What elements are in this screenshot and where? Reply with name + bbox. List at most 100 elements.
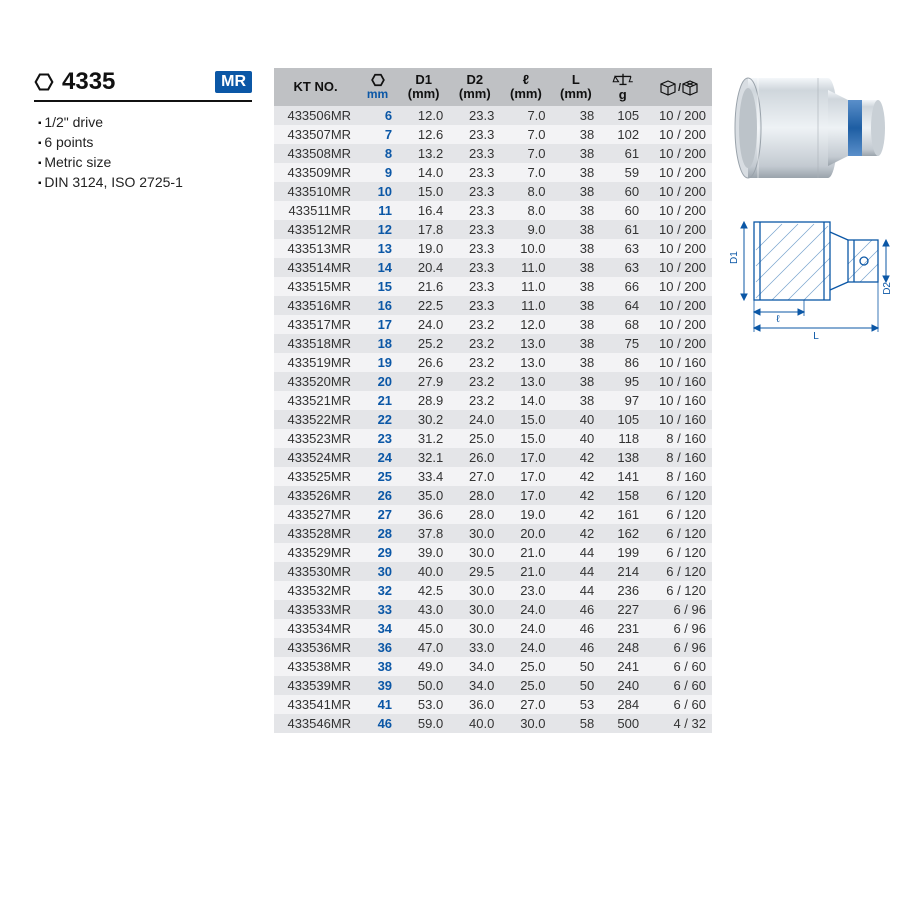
dim-label-l: ℓ [776, 314, 780, 325]
cell-mm: 12 [357, 220, 398, 239]
product-title-row: 4335 MR [34, 68, 252, 102]
cell-l1: 17.0 [500, 448, 551, 467]
cell-g: 86 [600, 353, 645, 372]
spec-list: 1/2" drive6 pointsMetric sizeDIN 3124, I… [34, 112, 252, 192]
cell-g: 61 [600, 144, 645, 163]
cell-l2: 38 [552, 277, 601, 296]
cell-d2: 30.0 [449, 543, 500, 562]
cell-pack: 10 / 200 [645, 144, 712, 163]
cell-l1: 25.0 [500, 657, 551, 676]
cell-d1: 20.4 [398, 258, 449, 277]
dim-label-d2: D2 [882, 282, 890, 295]
cell-kt: 433518MR [274, 334, 357, 353]
cell-kt: 433522MR [274, 410, 357, 429]
cell-l2: 46 [552, 619, 601, 638]
cell-kt: 433520MR [274, 372, 357, 391]
cell-g: 241 [600, 657, 645, 676]
cell-mm: 11 [357, 201, 398, 220]
table-row: 433526MR2635.028.017.0421586 / 120 [274, 486, 712, 505]
cell-mm: 16 [357, 296, 398, 315]
cell-d2: 23.2 [449, 334, 500, 353]
cell-kt: 433527MR [274, 505, 357, 524]
cell-pack: 6 / 120 [645, 543, 712, 562]
col-kt: KT NO. [274, 68, 357, 106]
cell-d2: 34.0 [449, 676, 500, 695]
spec-item: 1/2" drive [34, 112, 252, 132]
table-row: 433523MR2331.225.015.0401188 / 160 [274, 429, 712, 448]
cell-mm: 29 [357, 543, 398, 562]
col-g: g [600, 68, 645, 106]
cell-pack: 10 / 200 [645, 220, 712, 239]
cell-l2: 46 [552, 600, 601, 619]
cell-d1: 14.0 [398, 163, 449, 182]
cell-l1: 13.0 [500, 334, 551, 353]
cell-kt: 433525MR [274, 467, 357, 486]
cell-g: 161 [600, 505, 645, 524]
cell-kt: 433509MR [274, 163, 357, 182]
cell-l2: 42 [552, 467, 601, 486]
cell-kt: 433526MR [274, 486, 357, 505]
dim-label-L: L [813, 331, 819, 342]
cell-d2: 23.3 [449, 163, 500, 182]
cell-g: 63 [600, 239, 645, 258]
cell-pack: 6 / 96 [645, 600, 712, 619]
cell-l2: 38 [552, 353, 601, 372]
cell-l2: 50 [552, 676, 601, 695]
cell-kt: 433524MR [274, 448, 357, 467]
svg-text:/: / [678, 82, 681, 94]
cell-g: 61 [600, 220, 645, 239]
table-row: 433513MR1319.023.310.0386310 / 200 [274, 239, 712, 258]
cell-l1: 21.0 [500, 543, 551, 562]
cell-d1: 16.4 [398, 201, 449, 220]
cell-mm: 25 [357, 467, 398, 486]
cell-d2: 28.0 [449, 486, 500, 505]
cell-d2: 23.2 [449, 353, 500, 372]
cell-d2: 33.0 [449, 638, 500, 657]
table-row: 433510MR1015.023.38.0386010 / 200 [274, 182, 712, 201]
cell-l1: 25.0 [500, 676, 551, 695]
cell-g: 59 [600, 163, 645, 182]
cell-pack: 6 / 120 [645, 486, 712, 505]
cell-d2: 27.0 [449, 467, 500, 486]
cell-d1: 35.0 [398, 486, 449, 505]
cell-mm: 32 [357, 581, 398, 600]
cell-pack: 6 / 60 [645, 657, 712, 676]
cell-l2: 38 [552, 163, 601, 182]
cell-l1: 23.0 [500, 581, 551, 600]
cell-kt: 433530MR [274, 562, 357, 581]
dimension-diagram: D1 D2 ℓ L [730, 204, 890, 344]
cell-l1: 8.0 [500, 201, 551, 220]
cell-d2: 34.0 [449, 657, 500, 676]
cell-d1: 26.6 [398, 353, 449, 372]
cell-kt: 433513MR [274, 239, 357, 258]
cell-g: 138 [600, 448, 645, 467]
cell-d2: 30.0 [449, 581, 500, 600]
cell-d2: 23.3 [449, 144, 500, 163]
cell-kt: 433533MR [274, 600, 357, 619]
cell-kt: 433515MR [274, 277, 357, 296]
cell-d2: 23.3 [449, 296, 500, 315]
table-row: 433516MR1622.523.311.0386410 / 200 [274, 296, 712, 315]
table-row: 433522MR2230.224.015.04010510 / 160 [274, 410, 712, 429]
cell-d1: 59.0 [398, 714, 449, 733]
table-row: 433519MR1926.623.213.0388610 / 160 [274, 353, 712, 372]
cell-d1: 43.0 [398, 600, 449, 619]
cell-d1: 33.4 [398, 467, 449, 486]
cell-g: 199 [600, 543, 645, 562]
cell-mm: 30 [357, 562, 398, 581]
cell-d1: 49.0 [398, 657, 449, 676]
cell-mm: 14 [357, 258, 398, 277]
cell-pack: 6 / 120 [645, 505, 712, 524]
cell-mm: 38 [357, 657, 398, 676]
cell-pack: 6 / 96 [645, 638, 712, 657]
cell-l1: 27.0 [500, 695, 551, 714]
cell-l2: 38 [552, 106, 601, 125]
cell-l2: 42 [552, 486, 601, 505]
cell-d2: 29.5 [449, 562, 500, 581]
cell-pack: 10 / 200 [645, 125, 712, 144]
cell-d2: 40.0 [449, 714, 500, 733]
cell-l2: 44 [552, 543, 601, 562]
table-row: 433524MR2432.126.017.0421388 / 160 [274, 448, 712, 467]
cell-d2: 23.3 [449, 125, 500, 144]
cell-l1: 11.0 [500, 258, 551, 277]
